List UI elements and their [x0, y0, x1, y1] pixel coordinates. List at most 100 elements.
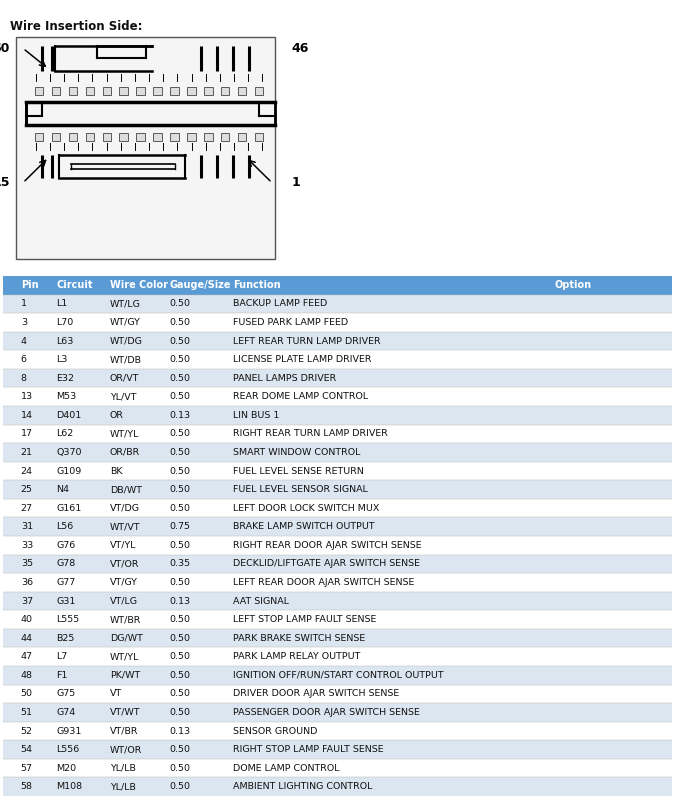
Text: 35: 35	[21, 559, 33, 568]
Bar	[3, 573, 672, 592]
Text: YL/LB: YL/LB	[110, 764, 135, 773]
Text: 8: 8	[21, 374, 27, 382]
Text: SENSOR GROUND: SENSOR GROUND	[233, 726, 317, 735]
Text: 0.50: 0.50	[170, 634, 191, 642]
Text: SMART WINDOW CONTROL: SMART WINDOW CONTROL	[233, 448, 361, 457]
Text: Gauge/Size: Gauge/Size	[170, 280, 231, 290]
Text: LEFT REAR DOOR AJAR SWITCH SENSE: LEFT REAR DOOR AJAR SWITCH SENSE	[233, 578, 415, 587]
Bar	[154, 133, 162, 141]
Bar	[3, 369, 672, 387]
Text: Wire Color: Wire Color	[110, 280, 168, 290]
Text: 0.50: 0.50	[170, 466, 191, 475]
Text: LICENSE PLATE LAMP DRIVER: LICENSE PLATE LAMP DRIVER	[233, 355, 372, 364]
Text: 60: 60	[0, 42, 10, 54]
Text: G77: G77	[56, 578, 75, 587]
Text: M108: M108	[56, 782, 82, 791]
Text: WT/DG: WT/DG	[110, 337, 143, 346]
Text: 40: 40	[21, 615, 33, 624]
Bar	[3, 480, 672, 499]
Bar	[3, 536, 672, 554]
Bar	[204, 133, 212, 141]
Bar	[119, 133, 128, 141]
Text: 0.50: 0.50	[170, 690, 191, 698]
Text: WT/LG: WT/LG	[110, 299, 141, 308]
Bar	[3, 592, 672, 610]
Text: 1: 1	[21, 299, 27, 308]
Bar	[136, 133, 145, 141]
Text: OR/VT: OR/VT	[110, 374, 139, 382]
Text: PARK LAMP RELAY OUTPUT: PARK LAMP RELAY OUTPUT	[233, 652, 361, 662]
Text: PASSENGER DOOR AJAR SWITCH SENSE: PASSENGER DOOR AJAR SWITCH SENSE	[233, 708, 421, 717]
Text: FUEL LEVEL SENSE RETURN: FUEL LEVEL SENSE RETURN	[233, 466, 364, 475]
Text: D401: D401	[56, 410, 82, 420]
Text: Q370: Q370	[56, 448, 82, 457]
Text: 0.50: 0.50	[170, 764, 191, 773]
Bar	[52, 86, 60, 94]
Text: 3: 3	[21, 318, 27, 327]
Text: VT/BR: VT/BR	[110, 726, 138, 735]
Text: 51: 51	[21, 708, 33, 717]
Bar	[3, 554, 672, 573]
Text: M53: M53	[56, 392, 76, 402]
Bar	[3, 518, 672, 536]
Text: 4: 4	[21, 337, 27, 346]
Text: RIGHT STOP LAMP FAULT SENSE: RIGHT STOP LAMP FAULT SENSE	[233, 745, 384, 754]
Text: AAT SIGNAL: AAT SIGNAL	[233, 597, 289, 606]
Text: LEFT DOOR LOCK SWITCH MUX: LEFT DOOR LOCK SWITCH MUX	[233, 504, 379, 513]
Bar	[221, 133, 229, 141]
Bar	[255, 86, 264, 94]
Text: WT/GY: WT/GY	[110, 318, 141, 327]
Text: BACKUP LAMP FEED: BACKUP LAMP FEED	[233, 299, 328, 308]
Text: 24: 24	[21, 466, 33, 475]
Bar	[3, 387, 672, 406]
Text: LEFT STOP LAMP FAULT SENSE: LEFT STOP LAMP FAULT SENSE	[233, 615, 377, 624]
Bar	[238, 86, 247, 94]
Text: PARK BRAKE SWITCH SENSE: PARK BRAKE SWITCH SENSE	[233, 634, 365, 642]
Bar	[3, 294, 672, 313]
Bar	[52, 133, 60, 141]
Bar	[119, 86, 128, 94]
Text: L1: L1	[56, 299, 67, 308]
Text: E32: E32	[56, 374, 74, 382]
Text: VT/OR: VT/OR	[110, 559, 139, 568]
Text: 0.50: 0.50	[170, 745, 191, 754]
Text: YL/LB: YL/LB	[110, 782, 135, 791]
Text: LEFT REAR TURN LAMP DRIVER: LEFT REAR TURN LAMP DRIVER	[233, 337, 381, 346]
Bar	[3, 629, 672, 647]
Bar	[238, 133, 247, 141]
Bar	[3, 647, 672, 666]
Bar	[255, 133, 264, 141]
Text: WT/BR: WT/BR	[110, 615, 141, 624]
Text: PANEL LAMPS DRIVER: PANEL LAMPS DRIVER	[233, 374, 336, 382]
Text: 46: 46	[291, 42, 309, 54]
Bar	[86, 86, 94, 94]
Text: DG/WT: DG/WT	[110, 634, 143, 642]
Text: Pin: Pin	[21, 280, 38, 290]
Text: WT/YL: WT/YL	[110, 430, 139, 438]
Text: 13: 13	[21, 392, 33, 402]
Text: 58: 58	[21, 782, 33, 791]
Text: Option: Option	[554, 280, 591, 290]
Text: L3: L3	[56, 355, 67, 364]
Bar	[69, 133, 77, 141]
Text: 0.50: 0.50	[170, 485, 191, 494]
Text: L63: L63	[56, 337, 73, 346]
Bar	[3, 425, 672, 443]
Text: REAR DOME LAMP CONTROL: REAR DOME LAMP CONTROL	[233, 392, 369, 402]
Text: 0.13: 0.13	[170, 597, 191, 606]
Text: 0.50: 0.50	[170, 355, 191, 364]
Text: 36: 36	[21, 578, 33, 587]
Text: G78: G78	[56, 559, 75, 568]
Bar	[136, 86, 145, 94]
Text: DRIVER DOOR AJAR SWITCH SENSE: DRIVER DOOR AJAR SWITCH SENSE	[233, 690, 400, 698]
Text: DOME LAMP CONTROL: DOME LAMP CONTROL	[233, 764, 340, 773]
Bar	[3, 313, 672, 332]
Bar	[35, 133, 43, 141]
Bar	[3, 722, 672, 740]
Text: 33: 33	[21, 541, 33, 550]
Text: 0.50: 0.50	[170, 670, 191, 680]
Bar	[102, 86, 111, 94]
Text: BRAKE LAMP SWITCH OUTPUT: BRAKE LAMP SWITCH OUTPUT	[233, 522, 375, 531]
Bar	[35, 86, 43, 94]
Text: IGNITION OFF/RUN/START CONTROL OUTPUT: IGNITION OFF/RUN/START CONTROL OUTPUT	[233, 670, 444, 680]
